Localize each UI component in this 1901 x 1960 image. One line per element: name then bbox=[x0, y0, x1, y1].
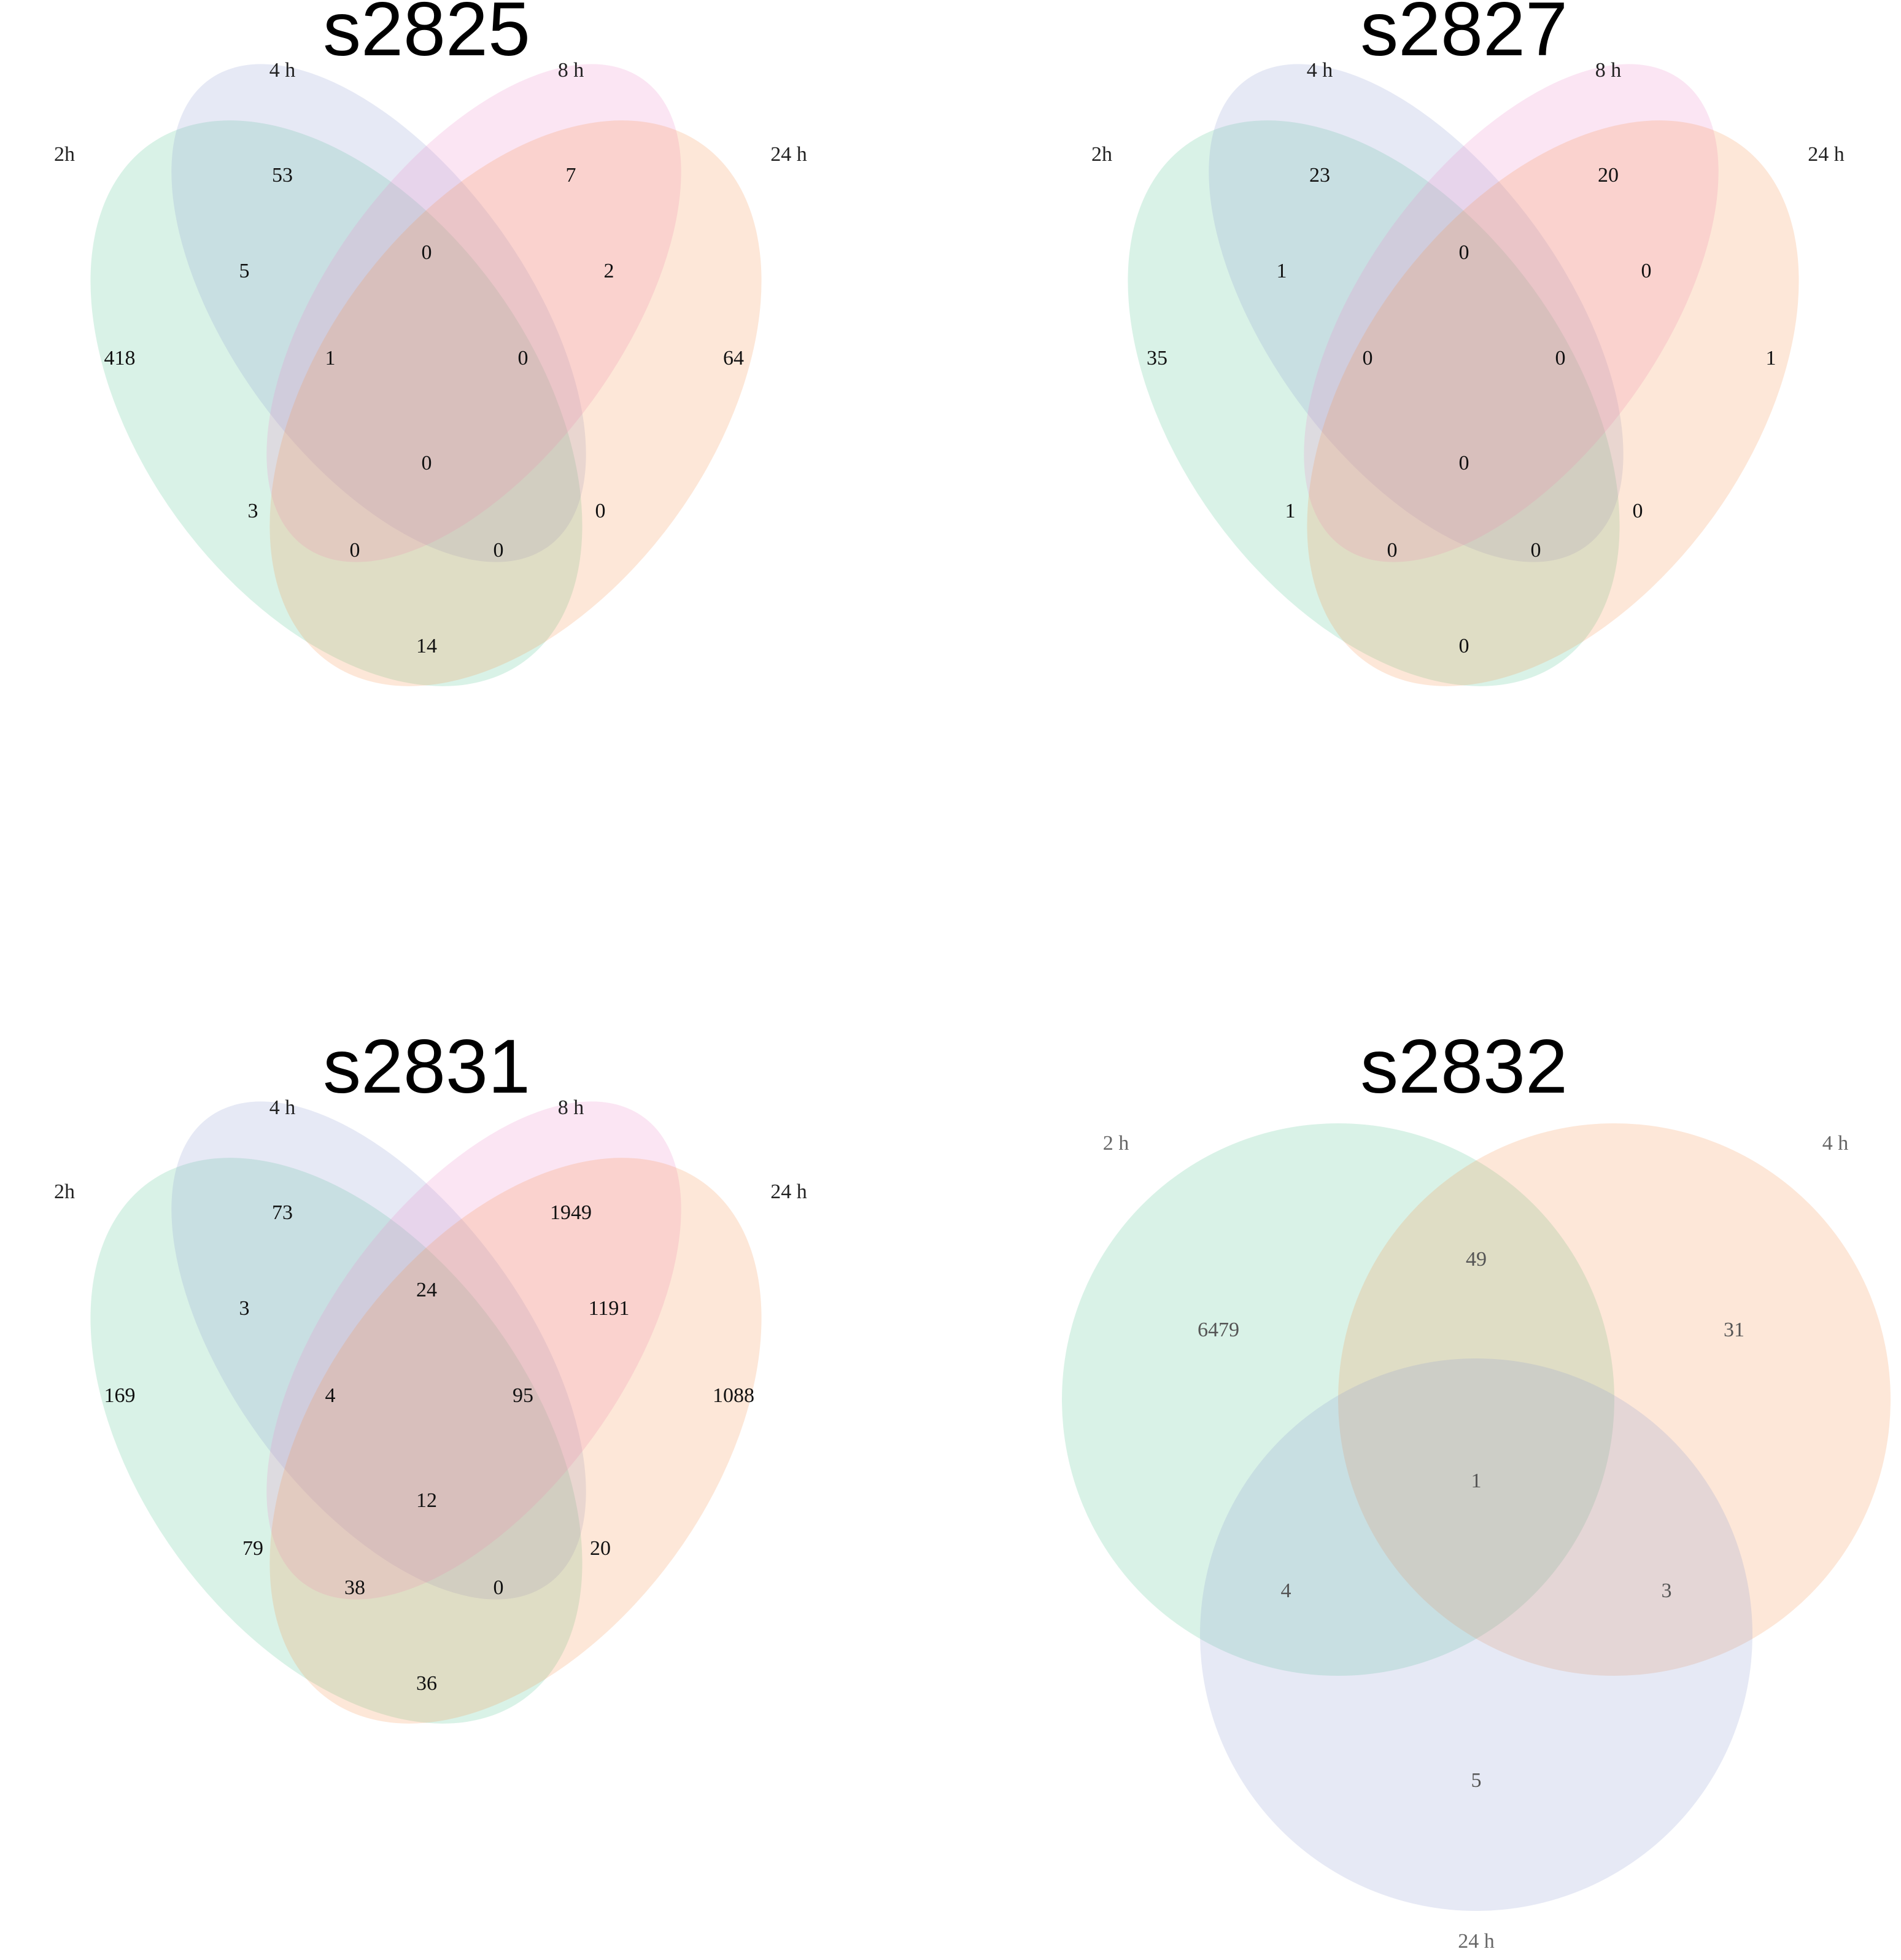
set-label-3: 8 h bbox=[558, 59, 584, 82]
count-2h-8h: 1 bbox=[1285, 500, 1296, 522]
count-only-24h: 1 bbox=[1766, 347, 1776, 370]
count-only-4h: 53 bbox=[272, 164, 293, 187]
count-4h-24h: 20 bbox=[590, 1537, 611, 1560]
count-all-three: 1 bbox=[1471, 1470, 1482, 1492]
ellipse-set-1 bbox=[1128, 120, 1620, 686]
count-only-8h: 7 bbox=[566, 164, 576, 187]
ellipse-set-2 bbox=[1209, 64, 1624, 562]
count-8h-24h: 1191 bbox=[589, 1297, 630, 1320]
venn4-ellipses bbox=[1128, 64, 1799, 686]
count-only-4h: 73 bbox=[272, 1201, 293, 1224]
ellipse-set-3 bbox=[1304, 64, 1719, 562]
ellipse-set-3 bbox=[266, 64, 681, 562]
circle-set-2 bbox=[1338, 1123, 1891, 1676]
count-only-4h: 23 bbox=[1309, 164, 1330, 187]
set-label-1: 2 h bbox=[1103, 1132, 1129, 1155]
count-only-24h: 5 bbox=[1471, 1769, 1482, 1792]
count-4h-8h-24h: 95 bbox=[513, 1384, 533, 1407]
ellipse-set-3 bbox=[266, 1101, 681, 1600]
count-4h-8h-24h: 0 bbox=[518, 347, 528, 370]
set-label-3: 8 h bbox=[558, 1096, 584, 1119]
venn4-ellipses bbox=[90, 64, 762, 686]
panel-title: s2825 bbox=[323, 0, 530, 72]
region-counts: 35 23 20 1 1 0 0 0 0 0 1 0 0 0 0 bbox=[1147, 164, 1776, 657]
count-only-2h: 418 bbox=[104, 347, 136, 370]
count-only-4h: 31 bbox=[1724, 1319, 1744, 1341]
set-label-2: 4 h bbox=[1307, 59, 1333, 82]
set-label-2: 4 h bbox=[1822, 1132, 1849, 1155]
ellipse-set-4 bbox=[269, 1158, 762, 1724]
count-2h-4h: 1 bbox=[1277, 260, 1287, 282]
venn4-ellipses bbox=[90, 1101, 762, 1724]
count-only-24h: 64 bbox=[723, 347, 744, 370]
ellipse-set-4 bbox=[269, 120, 762, 686]
venn3-circles bbox=[1062, 1123, 1891, 1911]
set-label-2: 4 h bbox=[269, 1096, 296, 1119]
count-only-8h: 20 bbox=[1598, 164, 1619, 187]
count-4h-8h-24h: 0 bbox=[1555, 347, 1566, 370]
circle-set-1 bbox=[1062, 1123, 1614, 1676]
count-only-8h: 1949 bbox=[550, 1201, 592, 1224]
count-2h-4h-24h: 0 bbox=[494, 1576, 504, 1599]
count-2h-4h-8h: 1 bbox=[325, 347, 336, 370]
count-4h-8h: 24 bbox=[416, 1279, 437, 1301]
ellipse-set-1 bbox=[90, 1158, 583, 1724]
panel-s2832: s2832 2 h 4 h 24 h 6479 31 5 49 4 3 1 bbox=[1062, 1025, 1891, 1953]
panel-s2827: s2827 2h 4 h 8 h 24 h 35 23 20 1 1 0 0 0… bbox=[1091, 0, 1845, 686]
panel-s2825: s2825 2h 4 h 8 h 24 h 418 53 7 64 5 0 2 … bbox=[54, 0, 807, 686]
set-label-1: 2h bbox=[1091, 143, 1112, 166]
set-label-3: 24 h bbox=[1458, 1930, 1495, 1953]
count-2h-4h: 5 bbox=[239, 260, 250, 282]
set-label-4: 24 h bbox=[770, 1180, 807, 1203]
count-2h-24h: 14 bbox=[416, 635, 437, 657]
count-8h-24h: 0 bbox=[1641, 260, 1652, 282]
set-label-1: 2h bbox=[54, 1180, 75, 1203]
count-2h-4h-8h: 4 bbox=[325, 1384, 336, 1407]
set-label-1: 2h bbox=[54, 143, 75, 166]
count-only-2h: 35 bbox=[1147, 347, 1167, 370]
ellipse-set-2 bbox=[171, 64, 586, 562]
panel-title: s2827 bbox=[1360, 0, 1568, 72]
count-4h-24h: 0 bbox=[1633, 500, 1643, 522]
ellipse-set-1 bbox=[90, 120, 583, 686]
panel-title: s2832 bbox=[1360, 1025, 1568, 1109]
panel-s2831: s2831 2h 4 h 8 h 24 h 169 73 1949 1088 3… bbox=[54, 1025, 807, 1724]
count-all-four: 0 bbox=[1459, 452, 1469, 475]
count-all-four: 0 bbox=[422, 452, 432, 475]
count-2h-8h-24h: 38 bbox=[344, 1576, 365, 1599]
count-2h-4h-24h: 0 bbox=[1531, 539, 1541, 562]
count-only-2h: 6479 bbox=[1198, 1319, 1239, 1341]
count-2h-8h: 79 bbox=[242, 1537, 263, 1560]
region-counts: 6479 31 5 49 4 3 1 bbox=[1198, 1248, 1744, 1792]
circle-set-3 bbox=[1200, 1358, 1752, 1911]
set-label-4: 24 h bbox=[770, 143, 807, 166]
count-2h-4h-24h: 0 bbox=[494, 539, 504, 562]
count-4h-8h: 0 bbox=[422, 241, 432, 264]
count-all-four: 12 bbox=[416, 1489, 437, 1512]
ellipse-set-2 bbox=[171, 1101, 586, 1600]
count-2h-4h: 3 bbox=[239, 1297, 250, 1320]
count-only-2h: 169 bbox=[104, 1384, 136, 1407]
count-2h-4h-8h: 0 bbox=[1363, 347, 1373, 370]
count-2h-4h: 49 bbox=[1466, 1248, 1487, 1271]
count-2h-24h: 36 bbox=[416, 1672, 437, 1695]
count-2h-8h-24h: 0 bbox=[350, 539, 360, 562]
count-8h-24h: 2 bbox=[604, 260, 614, 282]
count-2h-8h: 3 bbox=[248, 500, 258, 522]
set-label-4: 24 h bbox=[1808, 143, 1845, 166]
count-2h-24h: 4 bbox=[1281, 1579, 1291, 1602]
count-4h-24h: 0 bbox=[595, 500, 606, 522]
count-2h-8h-24h: 0 bbox=[1387, 539, 1398, 562]
region-counts: 169 73 1949 1088 3 24 1191 4 95 12 79 20… bbox=[104, 1201, 755, 1695]
set-label-2: 4 h bbox=[269, 59, 296, 82]
count-4h-8h: 0 bbox=[1459, 241, 1469, 264]
panel-title: s2831 bbox=[323, 1025, 530, 1109]
region-counts: 418 53 7 64 5 0 2 1 0 0 3 0 0 0 14 bbox=[104, 164, 745, 657]
count-4h-24h: 3 bbox=[1662, 1579, 1672, 1602]
count-only-24h: 1088 bbox=[713, 1384, 754, 1407]
count-2h-24h: 0 bbox=[1459, 635, 1469, 657]
set-label-3: 8 h bbox=[1595, 59, 1622, 82]
ellipse-set-4 bbox=[1307, 120, 1799, 686]
